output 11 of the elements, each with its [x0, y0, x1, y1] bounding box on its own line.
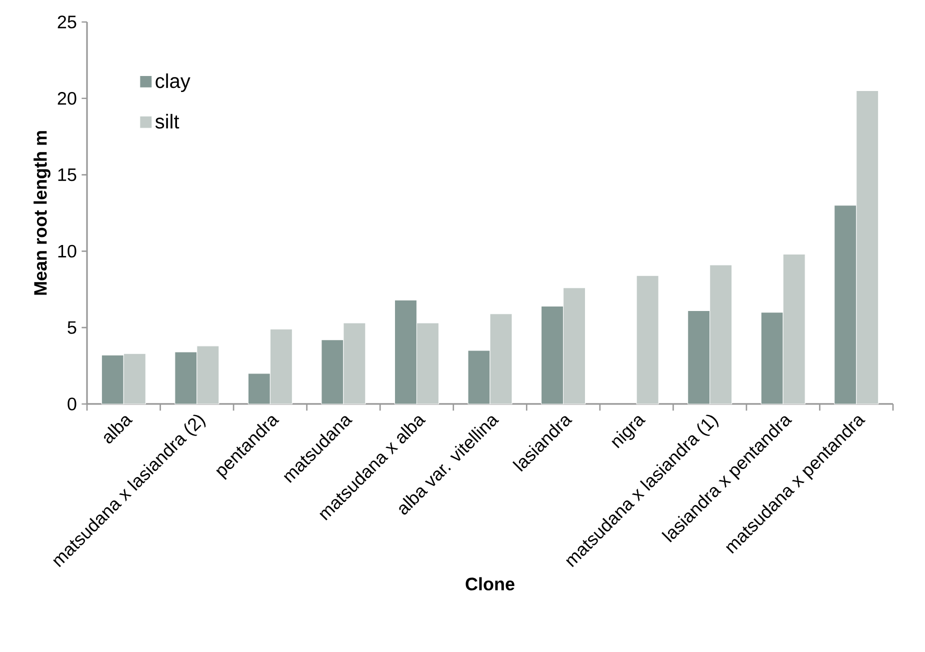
- legend-label: clay: [156, 73, 190, 92]
- y-tick-label: 0: [68, 398, 76, 410]
- y-axis-title: Mean root length m: [34, 131, 50, 295]
- y-tick-label: 5: [68, 321, 76, 334]
- y-tick-label: 15: [58, 168, 76, 182]
- y-tick-label: 20: [58, 92, 76, 105]
- x-axis-title: Clone: [466, 577, 514, 590]
- y-tick-label: 10: [58, 244, 76, 258]
- bar: [636, 275, 659, 404]
- y-tick-label: 25: [58, 16, 76, 28]
- legend-label: silt: [155, 114, 180, 129]
